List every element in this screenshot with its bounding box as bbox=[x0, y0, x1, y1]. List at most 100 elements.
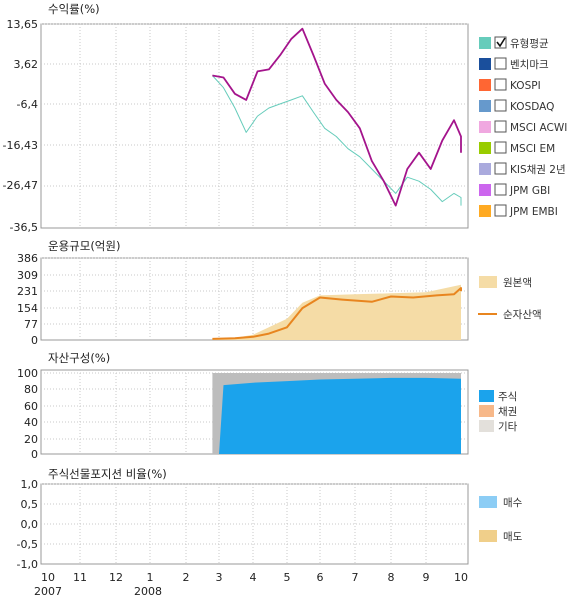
returns-y-axis: 13,65 3,62 -6,4 -16,43 -26,47 -36,5 bbox=[3, 18, 38, 234]
legend-swatch bbox=[479, 142, 491, 154]
legend-item-msci-acwi[interactable]: MSCI ACWI bbox=[479, 120, 567, 134]
returns-ytick: -26,47 bbox=[3, 179, 38, 192]
returns-panel: 수익률(%) 13,65 3,62 -6,4 -16,43 -26,47 -36… bbox=[3, 2, 568, 234]
returns-title: 수익률(%) bbox=[48, 2, 100, 16]
legend-swatch bbox=[479, 420, 494, 432]
assets-ytick: 20 bbox=[24, 433, 38, 446]
legend-item-jpm-embi[interactable]: JPM EMBI bbox=[479, 204, 558, 218]
legend-swatch bbox=[479, 58, 491, 70]
assets-ytick: 40 bbox=[24, 416, 38, 429]
futures-ytick: 1,0 bbox=[21, 478, 39, 491]
legend-item-kosdaq[interactable]: KOSDAQ bbox=[479, 99, 554, 113]
aum-ytick: 0 bbox=[31, 334, 38, 347]
x-tick-label: 2 bbox=[183, 571, 190, 584]
legend-item-benchmark[interactable]: 벤치마크 bbox=[479, 57, 549, 71]
returns-ytick: 3,62 bbox=[14, 58, 39, 71]
legend-swatch bbox=[479, 496, 497, 508]
futures-ytick: 0,5 bbox=[21, 498, 39, 511]
x-tick-label: 7 bbox=[352, 571, 359, 584]
legend-label: 매수 bbox=[503, 497, 523, 509]
x-tick-label: 10 bbox=[41, 571, 55, 584]
assets-ytick: 0 bbox=[31, 448, 38, 461]
legend-checkbox[interactable] bbox=[494, 141, 507, 154]
legend-label: MSCI EM bbox=[510, 143, 555, 155]
legend-label: 원본액 bbox=[503, 277, 532, 289]
legend-item-kospi[interactable]: KOSPI bbox=[479, 78, 541, 92]
x-tick-label: 10 bbox=[454, 571, 468, 584]
x-axis: 10 11 12 1 2 3 4 5 6 7 8 9 10 2007 2008 bbox=[34, 571, 468, 598]
legend-label: 순자산액 bbox=[503, 309, 542, 321]
legend-label: JPM EMBI bbox=[509, 206, 558, 218]
legend-label: 매도 bbox=[503, 531, 523, 543]
legend-checkbox[interactable] bbox=[494, 57, 507, 70]
x-tick-label: 8 bbox=[388, 571, 395, 584]
legend-label: KOSPI bbox=[510, 80, 541, 92]
futures-legend: 매수 매도 bbox=[479, 496, 523, 543]
assets-legend: 주식 채권 기타 bbox=[479, 390, 518, 433]
net-assets-line bbox=[212, 287, 462, 340]
legend-swatch bbox=[479, 205, 491, 217]
x-tick-label: 11 bbox=[73, 571, 87, 584]
returns-gridlines bbox=[41, 23, 468, 228]
assets-ytick: 60 bbox=[24, 400, 38, 413]
legend-label: KIS채권 2년 bbox=[510, 164, 566, 176]
legend-swatch bbox=[479, 390, 494, 402]
legend-label: 채권 bbox=[498, 406, 517, 418]
legend-item-msci-em[interactable]: MSCI EM bbox=[479, 141, 555, 155]
legend-checkbox[interactable] bbox=[494, 162, 507, 175]
legend-item-stocks: 주식 bbox=[479, 390, 517, 403]
legend-swatch bbox=[479, 37, 491, 49]
check-icon bbox=[496, 37, 506, 48]
x-year-label: 2007 bbox=[34, 585, 62, 598]
legend-checkbox[interactable] bbox=[494, 204, 507, 217]
assets-panel: 자산구성(%) 100 80 60 40 20 0 주식 채권 기타 bbox=[17, 351, 518, 461]
x-tick-label: 3 bbox=[216, 571, 223, 584]
x-tick-label: 6 bbox=[317, 571, 324, 584]
x-year-label: 2008 bbox=[134, 585, 162, 598]
aum-ytick: 309 bbox=[17, 269, 38, 282]
legend-checkbox[interactable] bbox=[494, 78, 507, 91]
legend-item-net-assets: 순자산액 bbox=[478, 309, 542, 321]
legend-swatch bbox=[479, 184, 491, 196]
aum-legend: 원본액 순자산액 bbox=[478, 276, 542, 321]
type-average-line bbox=[212, 75, 462, 206]
legend-label: JPM GBI bbox=[509, 185, 550, 197]
aum-ytick: 154 bbox=[17, 302, 38, 315]
x-tick-label: 5 bbox=[284, 571, 291, 584]
returns-lines bbox=[212, 27, 462, 207]
legend-checkbox[interactable] bbox=[494, 36, 507, 49]
returns-ytick: -36,5 bbox=[10, 221, 38, 234]
legend-swatch bbox=[479, 405, 494, 417]
aum-y-axis: 386 309 231 154 77 0 bbox=[17, 252, 38, 347]
legend-label: KOSDAQ bbox=[510, 101, 554, 113]
legend-item-kis-bond[interactable]: KIS채권 2년 bbox=[479, 162, 566, 176]
assets-series bbox=[212, 373, 461, 454]
futures-gridlines bbox=[41, 483, 468, 564]
legend-label: 벤치마크 bbox=[510, 59, 549, 71]
futures-ytick: -0,5 bbox=[17, 538, 38, 551]
legend-label: 기타 bbox=[498, 421, 518, 433]
legend-checkbox[interactable] bbox=[494, 120, 507, 133]
legend-item-jpm-gbi[interactable]: JPM GBI bbox=[479, 183, 550, 197]
aum-ytick: 386 bbox=[17, 252, 38, 265]
legend-swatch bbox=[479, 276, 497, 288]
fund-return-line bbox=[212, 27, 462, 207]
returns-ytick: -6,4 bbox=[17, 98, 38, 111]
legend-swatch bbox=[479, 121, 491, 133]
returns-legend: 유형평균 벤치마크 KOSPI KOSDAQ MSCI ACWI bbox=[479, 36, 567, 218]
assets-ytick: 80 bbox=[24, 383, 38, 396]
returns-plot-area bbox=[40, 23, 469, 229]
assets-title: 자산구성(%) bbox=[48, 351, 110, 365]
legend-item-buy: 매수 bbox=[479, 496, 523, 509]
legend-item-type-average[interactable]: 유형평균 bbox=[479, 36, 549, 50]
legend-item-bonds: 채권 bbox=[479, 405, 517, 418]
legend-checkbox[interactable] bbox=[494, 183, 507, 196]
legend-swatch bbox=[479, 530, 497, 542]
returns-ytick: 13,65 bbox=[7, 18, 39, 31]
assets-ytick: 100 bbox=[17, 367, 38, 380]
futures-ytick: -1,0 bbox=[17, 558, 38, 571]
aum-panel: 운용규모(억원) 386 309 231 154 77 0 원본액 순자산액 bbox=[17, 239, 542, 347]
legend-checkbox[interactable] bbox=[494, 99, 507, 112]
futures-title: 주식선물포지션 비율(%) bbox=[48, 467, 167, 481]
